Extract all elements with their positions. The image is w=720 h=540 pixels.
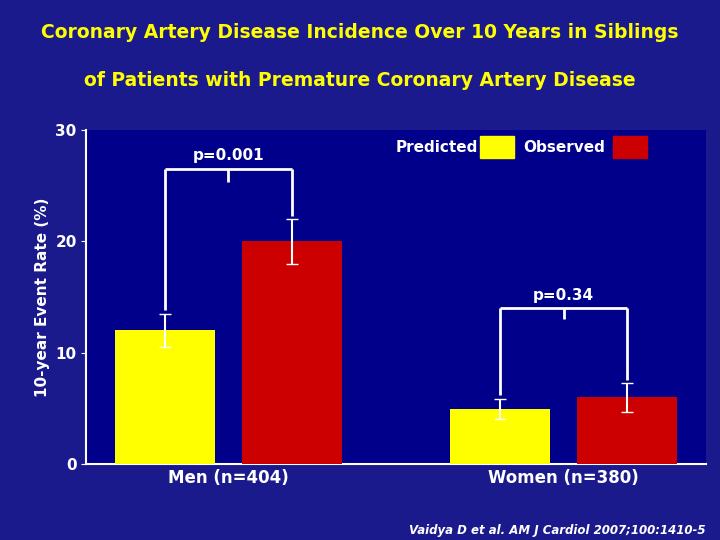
FancyBboxPatch shape: [613, 136, 647, 158]
Text: Coronary Artery Disease Incidence Over 10 Years in Siblings: Coronary Artery Disease Incidence Over 1…: [41, 23, 679, 42]
Text: Predicted: Predicted: [396, 140, 478, 154]
Bar: [114, 330, 215, 464]
Bar: [577, 397, 678, 464]
Text: p=0.001: p=0.001: [193, 148, 264, 163]
Text: p=0.34: p=0.34: [533, 288, 594, 302]
Bar: [449, 409, 550, 464]
Y-axis label: 10-year Event Rate (%): 10-year Event Rate (%): [35, 197, 50, 397]
Text: Observed: Observed: [523, 140, 605, 154]
FancyBboxPatch shape: [480, 136, 513, 158]
Bar: [242, 241, 343, 464]
Text: Vaidya D et al. AM J Cardiol 2007;100:1410-5: Vaidya D et al. AM J Cardiol 2007;100:14…: [409, 524, 706, 537]
Text: of Patients with Premature Coronary Artery Disease: of Patients with Premature Coronary Arte…: [84, 71, 636, 91]
